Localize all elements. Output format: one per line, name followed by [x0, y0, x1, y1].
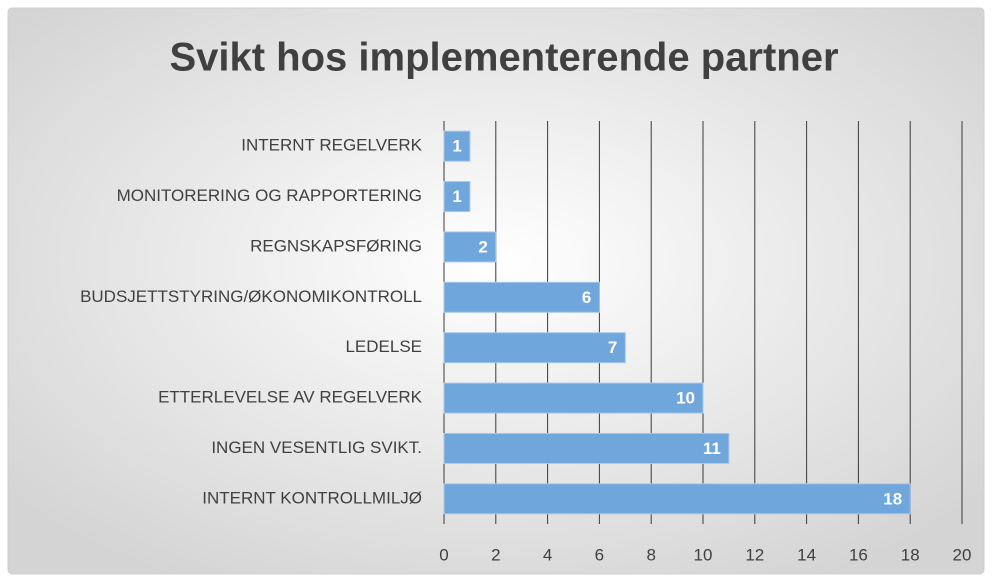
- bar: [443, 483, 911, 515]
- x-tick-label: 0: [439, 545, 448, 564]
- x-tick-label: 18: [901, 545, 920, 564]
- bar: [443, 382, 704, 414]
- y-tick-label: ETTERLEVELSE AV REGELVERK: [158, 388, 423, 407]
- data-label: 18: [883, 489, 902, 508]
- y-tick-label: MONITORERING OG RAPPORTERING: [117, 186, 422, 205]
- data-label: 1: [452, 187, 461, 206]
- bar: [443, 432, 730, 464]
- y-tick-label: INGEN VESENTLIG SVIKT.: [211, 438, 422, 457]
- bar: [443, 332, 626, 364]
- chart-title: Svikt hos implementerende partner: [169, 36, 838, 80]
- data-label: 10: [676, 389, 695, 408]
- y-tick-label: INTERNT REGELVERK: [241, 136, 422, 155]
- data-label: 2: [478, 237, 487, 256]
- x-tick-label: 4: [543, 545, 552, 564]
- x-tick-label: 16: [849, 545, 868, 564]
- x-tick-label: 12: [745, 545, 764, 564]
- data-label: 6: [582, 288, 591, 307]
- data-label: 11: [703, 439, 721, 458]
- bar: [443, 281, 600, 313]
- x-tick-label: 6: [595, 545, 604, 564]
- y-tick-label: INTERNT KONTROLLMILJØ: [202, 488, 422, 507]
- x-tick-label: 10: [694, 545, 713, 564]
- data-label: 1: [452, 137, 461, 156]
- x-tick-label: 20: [953, 545, 972, 564]
- y-tick-label: BUDSJETTSTYRING/ØKONOMIKONTROLL: [80, 287, 422, 306]
- x-tick-label: 8: [646, 545, 655, 564]
- x-tick-label: 14: [797, 545, 816, 564]
- y-tick-label: REGNSKAPSFØRING: [250, 236, 422, 255]
- y-tick-label: LEDELSE: [345, 337, 422, 356]
- bar: [443, 231, 497, 263]
- x-tick-label: 2: [491, 545, 500, 564]
- bar: [443, 130, 471, 162]
- bar: [443, 181, 471, 213]
- data-label: 7: [608, 338, 617, 357]
